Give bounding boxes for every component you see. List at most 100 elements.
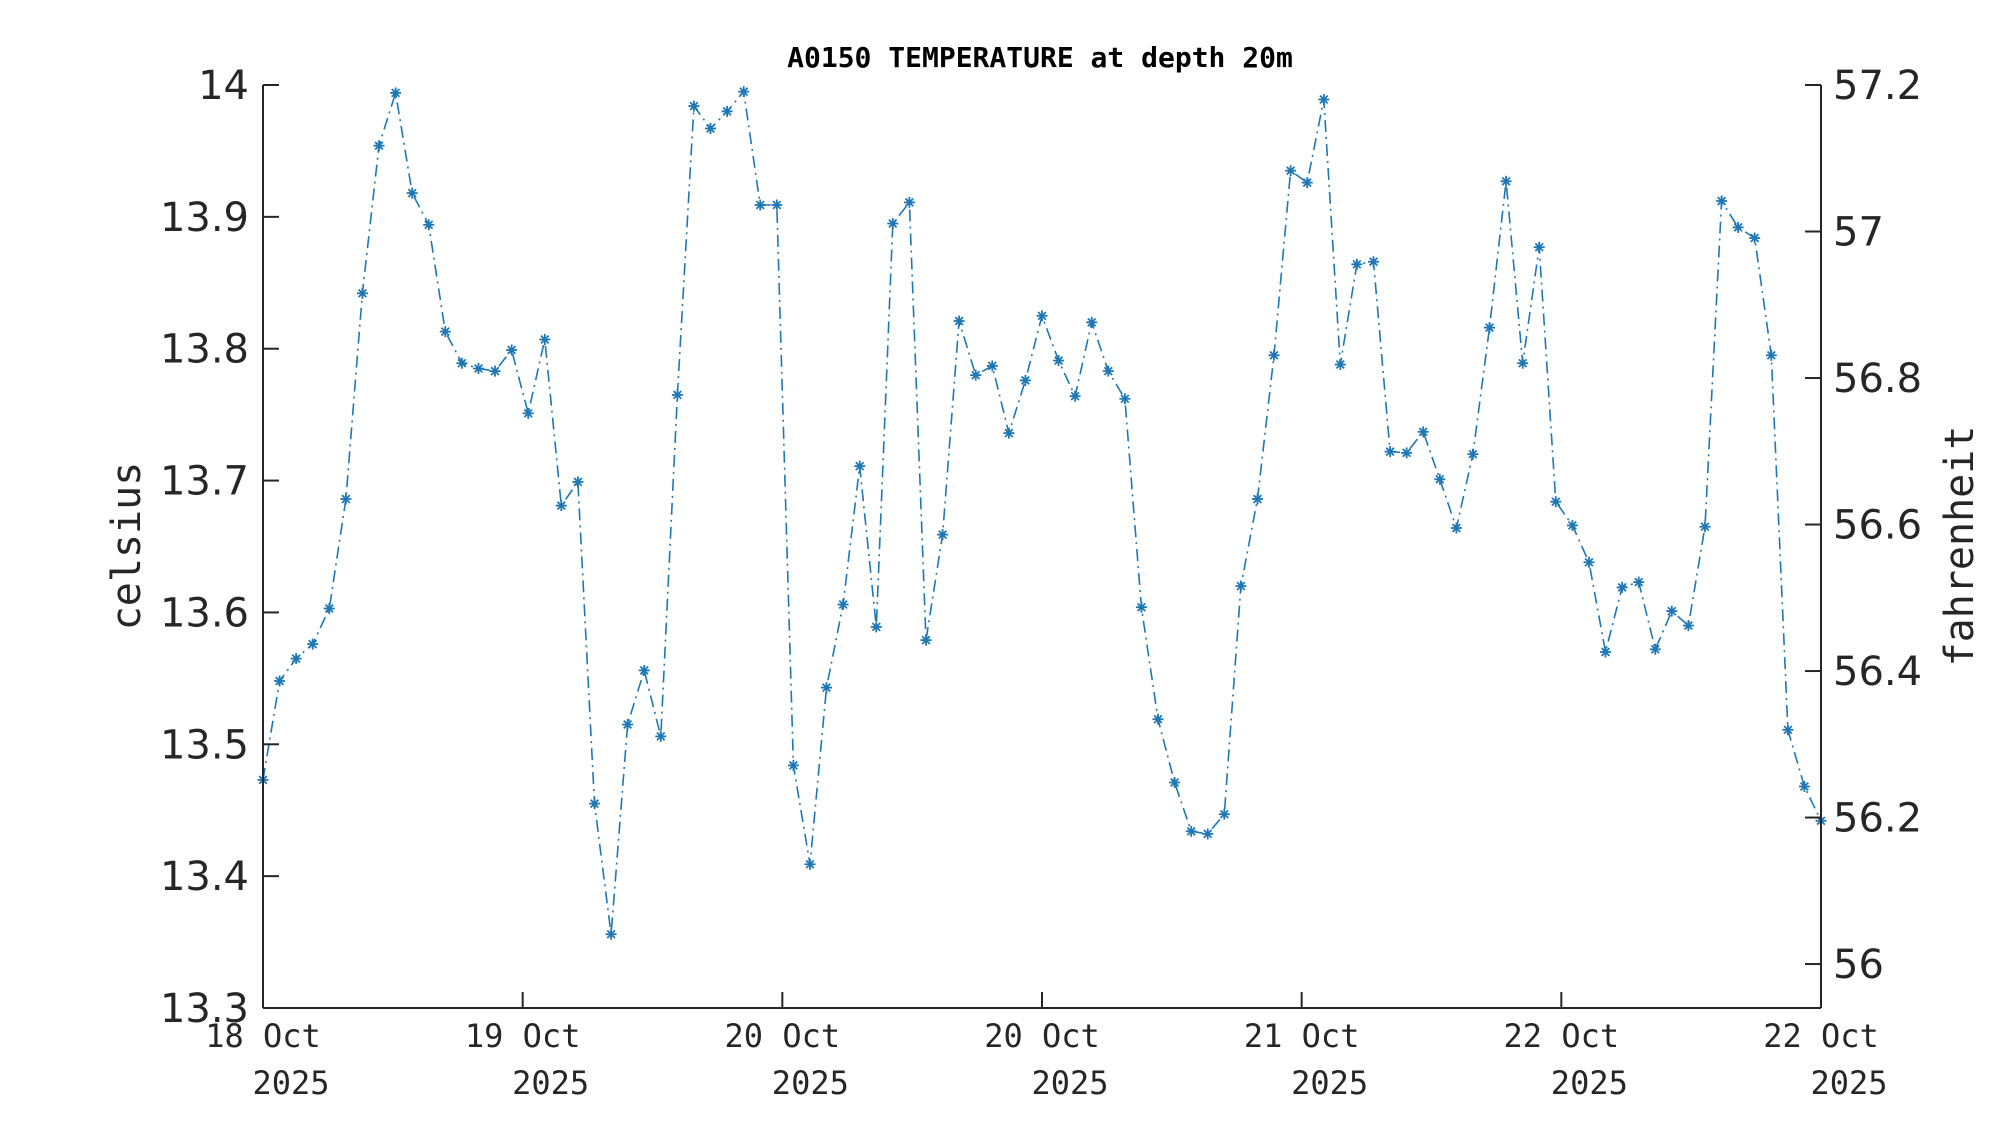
data-point-marker	[671, 389, 683, 401]
data-point-marker	[1252, 493, 1263, 505]
data-point-marker	[1119, 393, 1131, 405]
data-point-marker	[456, 357, 468, 369]
y-axis-label-left: celsius	[104, 462, 150, 631]
data-point-marker	[1268, 349, 1280, 361]
x-tick-label-date: 22 Oct	[1504, 1017, 1620, 1055]
data-point-marker	[473, 363, 484, 374]
data-point-marker	[1202, 828, 1214, 840]
data-point-marker	[953, 315, 965, 327]
data-point-marker	[290, 653, 302, 665]
data-point-marker	[1682, 620, 1694, 632]
x-tick-label-year: 2025	[1810, 1064, 1887, 1102]
data-point-marker	[1467, 448, 1479, 460]
data-point-marker	[572, 476, 584, 488]
data-point-marker	[1036, 310, 1048, 322]
data-point-marker	[970, 369, 982, 381]
data-point-marker	[937, 529, 949, 541]
data-point-marker	[1666, 605, 1678, 617]
x-tick-label-date: 22 Oct	[1763, 1017, 1879, 1055]
data-point-marker	[1169, 777, 1181, 788]
data-point-marker	[1716, 195, 1728, 207]
data-point-marker	[1517, 357, 1529, 369]
y-tick-label-right: 56.6	[1833, 503, 1922, 549]
y-tick-label-left: 13.7	[160, 459, 249, 505]
x-tick-label-date: 19 Oct	[465, 1017, 581, 1055]
y-tick-label-right: 56.4	[1833, 649, 1922, 695]
x-tick-label-year: 2025	[1031, 1064, 1108, 1102]
data-point-marker	[887, 218, 899, 229]
y-tick-label-left: 14	[198, 63, 249, 109]
data-point-marker	[1533, 241, 1545, 253]
data-point-marker	[1749, 232, 1761, 244]
data-point-marker	[1301, 177, 1313, 189]
data-point-marker	[1019, 374, 1031, 386]
x-tick-label-date: 18 Oct	[205, 1017, 321, 1055]
data-point-marker	[903, 196, 915, 208]
x-ticks: 18 Oct 2025 19 Oct 2025 20 Oct 2025 20 Oct 2025…	[205, 992, 1888, 1102]
data-point-marker	[1484, 322, 1495, 334]
data-point-marker	[522, 407, 534, 419]
y-tick-label-left: 13.4	[160, 854, 249, 900]
data-point-marker	[1765, 349, 1777, 361]
y-tick-label-right: 57.2	[1833, 63, 1922, 109]
y-tick-label-right: 57	[1833, 210, 1884, 256]
data-point-marker	[1566, 519, 1578, 531]
x-tick-label-date: 20 Oct	[984, 1017, 1100, 1055]
data-point-marker	[1450, 522, 1462, 534]
y-tick-label-left: 13.9	[160, 195, 249, 241]
data-point-marker	[771, 199, 783, 211]
data-point-marker	[1135, 601, 1147, 613]
data-point-marker	[1102, 365, 1114, 377]
data-point-marker	[655, 730, 667, 742]
data-point-marker	[1334, 359, 1346, 370]
y-tick-label-right: 56.2	[1833, 796, 1922, 842]
data-point-marker	[1218, 808, 1230, 820]
y-axis-label-right: fahrenheit	[1937, 426, 1983, 667]
series-line	[262, 89, 1822, 935]
data-point-marker	[589, 798, 600, 810]
data-point-marker	[1798, 781, 1810, 792]
data-point-marker	[1086, 316, 1098, 328]
data-point-marker	[340, 493, 352, 505]
data-point-marker	[274, 675, 286, 687]
data-point-marker	[539, 334, 551, 345]
data-point-marker	[423, 219, 435, 231]
data-point-marker	[1616, 581, 1628, 593]
x-tick-label-date: 21 Oct	[1244, 1017, 1360, 1055]
data-point-marker	[1649, 643, 1661, 655]
x-tick-label-year: 2025	[252, 1064, 329, 1102]
data-point-marker	[1003, 427, 1015, 439]
data-point-marker	[1152, 713, 1164, 725]
data-point-marker	[622, 719, 634, 730]
y-tick-label-left: 13.3	[160, 986, 249, 1032]
data-point-marker	[1401, 447, 1413, 459]
data-point-marker	[373, 140, 385, 152]
data-point-marker	[1500, 175, 1512, 187]
data-point-marker	[787, 759, 799, 771]
data-point-marker	[986, 360, 998, 372]
data-point-marker	[1285, 165, 1297, 177]
data-point-marker	[920, 634, 932, 646]
data-point-marker	[489, 365, 501, 377]
data-point-marker	[439, 326, 451, 338]
x-tick-label-year: 2025	[1291, 1064, 1368, 1102]
data-point-marker	[854, 460, 866, 472]
x-tick-label-year: 2025	[512, 1064, 589, 1102]
y-tick-label-left: 13.6	[160, 590, 249, 636]
data-point-marker	[638, 664, 650, 676]
data-point-marker	[390, 87, 402, 99]
data-point-marker	[870, 621, 882, 633]
right-y-ticks: 56 56.2 56.4 56.6 56.8 57 57.2	[1805, 63, 1922, 988]
data-point-marker	[1633, 576, 1645, 588]
data-point-marker	[1185, 825, 1197, 837]
data-point-marker	[1732, 221, 1744, 233]
data-point-marker	[804, 858, 816, 870]
data-point-marker	[1550, 496, 1562, 508]
data-point-marker	[1368, 256, 1379, 268]
data-point-marker	[1053, 355, 1065, 367]
data-point-marker	[406, 187, 418, 199]
data-point-marker	[1600, 646, 1611, 658]
data-point-marker	[688, 100, 700, 112]
y-tick-label-left: 13.5	[160, 722, 249, 768]
